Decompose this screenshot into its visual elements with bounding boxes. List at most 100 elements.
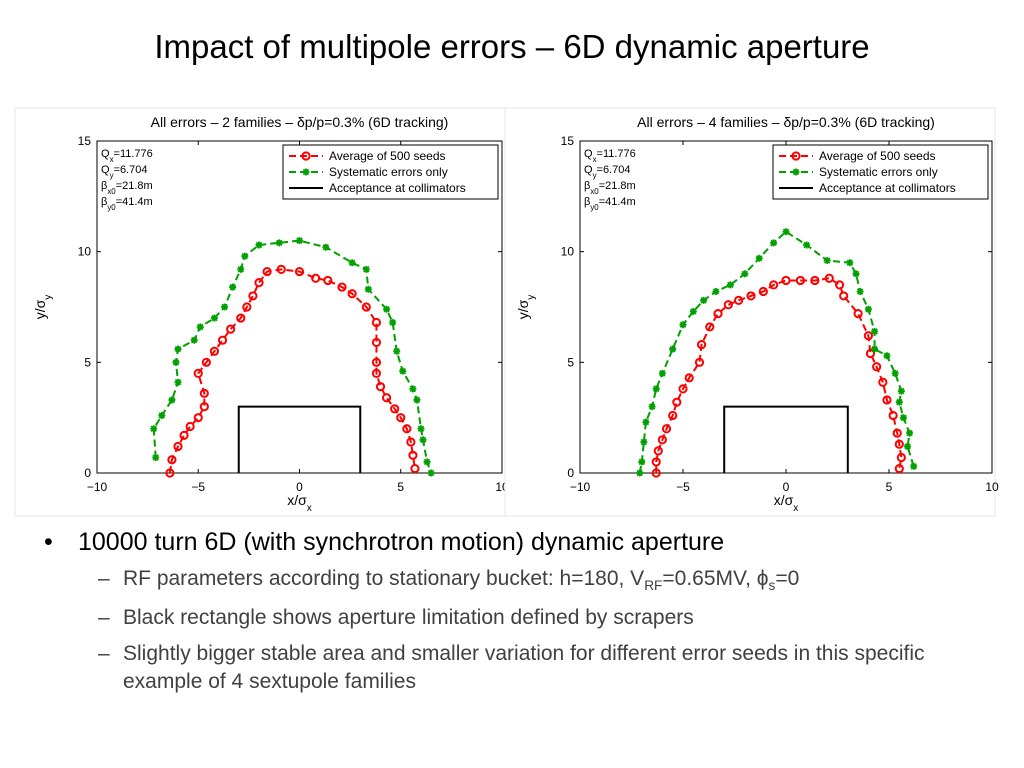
marker (746, 291, 756, 301)
marker (410, 463, 420, 474)
subscript: y (43, 294, 54, 300)
marker (236, 313, 246, 323)
y-tick-label: 15 (78, 134, 92, 148)
marker (323, 275, 333, 286)
marker (193, 368, 203, 378)
marker (770, 239, 778, 247)
marker (152, 454, 160, 462)
marker (648, 403, 656, 411)
marker (672, 397, 682, 407)
x-tick-label: −5 (191, 480, 205, 494)
chart: All errors – 2 families – δp/p=0.3% (6D … (14, 107, 509, 517)
marker (158, 411, 166, 419)
marker (888, 410, 898, 421)
marker (229, 283, 237, 291)
marker (413, 396, 421, 404)
marker (262, 266, 272, 277)
marker (896, 452, 906, 463)
sub-bullet-list: RF parameters according to stationary bu… (78, 565, 1000, 695)
slide-title: Impact of multipole errors – 6D dynamic … (154, 28, 870, 65)
marker (669, 345, 677, 353)
marker (734, 295, 744, 305)
marker (179, 430, 189, 440)
bullet-text: 10000 turn 6D (with synchrotron motion) … (78, 528, 725, 556)
text-run: y/σ (32, 299, 48, 319)
marker (275, 239, 283, 247)
legend-label: Systematic errors only (329, 165, 448, 179)
marker (713, 309, 723, 319)
marker (381, 393, 392, 403)
marker (193, 413, 203, 423)
legend-box (282, 144, 499, 200)
marker (910, 462, 918, 470)
series-line (638, 230, 915, 474)
marker (419, 436, 427, 444)
marker (657, 435, 668, 445)
text-run: y/σ (515, 299, 531, 319)
bullet-list: 10000 turn 6D (with synchrotron motion) … (40, 528, 1000, 704)
marker (196, 323, 204, 331)
chart-title: All errors – 4 families – δp/p=0.3% (6D … (637, 114, 935, 130)
marker (190, 336, 198, 344)
marker (364, 285, 372, 293)
text-run: β (101, 196, 107, 208)
marker (383, 305, 391, 313)
marker (322, 243, 330, 251)
marker (892, 428, 902, 438)
marker (846, 259, 854, 267)
annotation: βy0=41.4m (584, 196, 636, 212)
subscript: x (593, 155, 597, 164)
charts: All errors – 2 families – δp/p=0.3% (6D … (14, 107, 999, 517)
marker (242, 302, 252, 312)
subscript: y0 (107, 203, 116, 212)
marker (871, 345, 879, 353)
subscript: y0 (590, 203, 599, 212)
text-run: β (101, 180, 107, 192)
text-run: β (584, 180, 590, 192)
marker (276, 264, 286, 274)
marker (823, 257, 831, 265)
marker (894, 463, 904, 474)
subscript: x (307, 503, 312, 514)
subscript: y (526, 294, 537, 300)
legend-label: Systematic errors only (819, 165, 938, 179)
marker (769, 280, 779, 290)
text-run: RF parameters according to stationary bu… (123, 567, 645, 590)
marker (638, 458, 646, 466)
text-run: Black rectangle shows aperture limitatio… (123, 605, 694, 629)
marker (897, 387, 905, 395)
x-tick-label: −5 (676, 480, 690, 494)
marker (661, 424, 672, 434)
marker (694, 357, 705, 367)
marker (241, 252, 249, 260)
y-tick-label: 0 (84, 466, 91, 480)
marker (899, 414, 907, 422)
marker (652, 385, 660, 393)
subscript: y (110, 171, 114, 180)
marker (371, 357, 382, 367)
x-tick-label: −10 (570, 480, 591, 494)
marker (894, 439, 904, 449)
marker (904, 442, 912, 450)
text-run: Q (101, 148, 110, 160)
marker (705, 322, 715, 332)
marker (684, 373, 694, 383)
marker (906, 429, 914, 437)
text-run: =21.8m (116, 180, 153, 192)
marker (882, 395, 892, 405)
legend: Average of 500 seeds Systematic errors on… (772, 144, 989, 200)
marker (185, 421, 195, 432)
text-run: =41.4m (116, 196, 153, 208)
marker (700, 296, 708, 304)
series-line (168, 268, 416, 474)
marker (781, 275, 791, 286)
subscript: x0 (590, 187, 599, 196)
marker (668, 410, 678, 421)
marker (248, 291, 258, 301)
marker (427, 469, 435, 477)
marker (895, 398, 903, 406)
marker (150, 425, 158, 433)
marker (824, 273, 834, 283)
subscript: y (593, 171, 597, 180)
annotation: βx0=21.8m (584, 180, 636, 196)
